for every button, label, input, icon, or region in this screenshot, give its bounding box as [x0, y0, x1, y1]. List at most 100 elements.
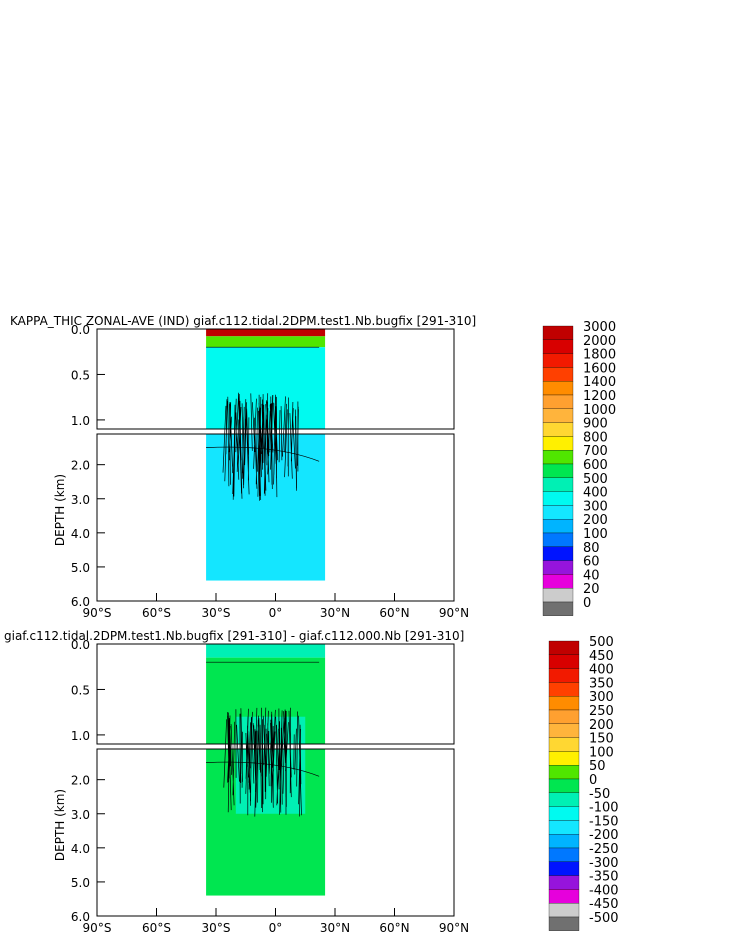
- y-tick-label: 4.0: [71, 842, 90, 856]
- colorbar-label: 2000: [583, 334, 616, 349]
- y-tick-label: 1.0: [71, 729, 90, 743]
- colorbar-label: 100: [589, 745, 614, 760]
- x-tick-label: 60°N: [379, 921, 409, 935]
- colorbar: 3000200018001600140012001000900800700600…: [542, 320, 616, 616]
- chart-title: giaf.c112.tidal.2DPM.test1.Nb.bugfix [29…: [4, 629, 464, 643]
- y-tick-label: 3.0: [71, 493, 90, 507]
- colorbar-swatch: [548, 682, 580, 697]
- x-tick-label: 90°S: [83, 921, 112, 935]
- colorbar-swatch: [548, 792, 580, 807]
- colorbar-label: -350: [589, 870, 619, 885]
- colorbar-swatch: [542, 353, 574, 368]
- x-tick-label: 30°S: [202, 921, 231, 935]
- colorbar-swatch: [542, 408, 574, 423]
- colorbar-swatch: [542, 546, 574, 561]
- x-tick-label: 60°S: [142, 606, 171, 620]
- y-tick-label: 5.0: [71, 876, 90, 890]
- y-tick-label: 4.0: [71, 527, 90, 541]
- colorbar-swatch: [548, 668, 580, 683]
- y-tick-label: 2.0: [71, 774, 90, 788]
- colorbar-swatch: [542, 491, 574, 506]
- colorbar-label: 0: [589, 773, 597, 788]
- colorbar-label: 60: [583, 555, 600, 570]
- colorbar-swatch: [542, 505, 574, 520]
- colorbar-label: -250: [589, 842, 619, 857]
- x-tick-label: 0°: [269, 921, 283, 935]
- y-tick-label: 5.0: [71, 561, 90, 575]
- colorbar-swatch: [542, 450, 574, 465]
- colorbar-label: 500: [583, 472, 608, 487]
- colorbar-label: 50: [589, 759, 606, 774]
- colorbar-label: 1800: [583, 348, 616, 363]
- y-tick-label: 0.5: [71, 368, 90, 382]
- x-tick-label: 60°N: [379, 606, 409, 620]
- colorbar-label: 600: [583, 458, 608, 473]
- colorbar-swatch: [548, 751, 580, 766]
- colorbar-swatch: [548, 861, 580, 876]
- y-tick-label: 6.0: [71, 910, 90, 924]
- colorbar-label: 350: [589, 676, 614, 691]
- y-tick-label: 0.0: [71, 638, 90, 652]
- colorbar-label: -400: [589, 883, 619, 898]
- x-tick-label: 0°: [269, 606, 283, 620]
- colorbar-label: 3000: [583, 320, 616, 335]
- colorbar-label: 300: [583, 499, 608, 514]
- chart-panel-2: giaf.c112.tidal.2DPM.test1.Nb.bugfix [29…: [4, 629, 619, 935]
- colorbar-swatch: [542, 560, 574, 575]
- colorbar-label: -150: [589, 814, 619, 829]
- colorbar-swatch: [548, 875, 580, 890]
- colorbar-label: 500: [589, 635, 614, 650]
- contour-outline: [206, 661, 320, 777]
- colorbar-label: 150: [589, 732, 614, 747]
- chart-title: KAPPA_THIC ZONAL-AVE (IND) giaf.c112.tid…: [10, 314, 476, 328]
- x-tick-label: 30°N: [320, 606, 350, 620]
- colorbar-swatch: [542, 367, 574, 382]
- data-region: [206, 347, 326, 429]
- x-tick-label: 60°S: [142, 921, 171, 935]
- colorbar-swatch: [548, 847, 580, 862]
- colorbar-label: 200: [583, 513, 608, 528]
- colorbar-label: 1400: [583, 375, 616, 390]
- x-tick-label: 30°S: [202, 606, 231, 620]
- colorbar-label: -450: [589, 897, 619, 912]
- colorbar-swatch: [542, 477, 574, 492]
- colorbar-swatch: [548, 765, 580, 780]
- colorbar-label: 40: [583, 568, 600, 583]
- contour-lines: [206, 661, 320, 817]
- colorbar-swatch: [548, 723, 580, 738]
- colorbar-label: -200: [589, 828, 619, 843]
- colorbar: 500450400350300250200150100500-50-100-15…: [548, 635, 619, 931]
- colorbar-label: 80: [583, 541, 600, 556]
- y-tick-label: 2.0: [71, 459, 90, 473]
- colorbar-swatch: [548, 640, 580, 655]
- colorbar-label: 0: [583, 596, 591, 611]
- colorbar-swatch: [548, 778, 580, 793]
- colorbar-label: -500: [589, 911, 619, 926]
- colorbar-label: 400: [589, 663, 614, 678]
- data-region: [206, 644, 326, 658]
- colorbar-swatch: [548, 709, 580, 724]
- colorbar-swatch: [548, 696, 580, 711]
- colorbar-label: 100: [583, 527, 608, 542]
- colorbar-swatch: [548, 654, 580, 669]
- data-region: [206, 336, 326, 348]
- colorbar-label: 20: [583, 582, 600, 597]
- data-region: [206, 329, 326, 337]
- contour-outline: [206, 346, 320, 462]
- y-tick-label: 0.0: [71, 323, 90, 337]
- y-axis-label: DEPTH (km): [53, 789, 67, 861]
- colorbar-swatch: [548, 916, 580, 931]
- colorbar-label: 300: [589, 690, 614, 705]
- colorbar-label: 700: [583, 444, 608, 459]
- colorbar-swatch: [548, 889, 580, 904]
- colorbar-swatch: [542, 588, 574, 603]
- y-tick-label: 1.0: [71, 414, 90, 428]
- colorbar-swatch: [542, 325, 574, 340]
- colorbar-swatch: [542, 381, 574, 396]
- colorbar-swatch: [542, 394, 574, 409]
- x-tick-label: 90°N: [439, 921, 469, 935]
- colorbar-swatch: [542, 574, 574, 589]
- colorbar-label: -300: [589, 856, 619, 871]
- colorbar-label: 450: [589, 649, 614, 664]
